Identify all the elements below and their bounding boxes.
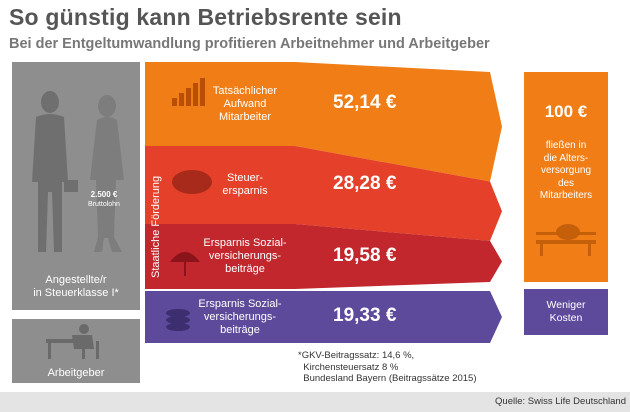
person-couple-icon xyxy=(32,91,124,252)
row-label-1-line-1: Tatsächlicher xyxy=(212,84,278,97)
bench-piggy-icon xyxy=(536,224,596,256)
row-label-2: Steuer-ersparnis xyxy=(190,172,300,198)
total-text-1: fließen in xyxy=(545,140,587,151)
total-text-5: Mitarbeiters xyxy=(539,190,593,201)
flow-band-2 xyxy=(295,146,502,241)
row-label-2-line-1: Steuer- xyxy=(226,172,264,184)
panel-gap xyxy=(140,62,145,310)
row-value-1: 52,14 € xyxy=(333,92,397,113)
gross-amount: 2.500 € xyxy=(90,190,118,199)
flow-band-3 xyxy=(295,224,502,289)
footnote: *GKV-Beitragssatz: 14,6 %, Kirchensteuer… xyxy=(298,350,477,384)
row-label-2-line-2: ersparnis xyxy=(222,185,268,197)
row-label-1: Tatsächlicher Aufwand Mitarbeiter xyxy=(190,85,300,124)
employer-panel: Arbeitgeber xyxy=(12,319,140,383)
flow-band-1 xyxy=(295,62,502,182)
employer-result-box: Weniger Kosten xyxy=(524,289,608,335)
row-label-3-line-2: versicherungs- xyxy=(208,250,282,262)
total-amount: 100 € xyxy=(544,102,588,121)
row-label-4-line-1: Ersparnis Sozial- xyxy=(198,297,282,310)
total-text-2: die Alters- xyxy=(543,152,589,164)
source-label: Quelle: Swiss Life Deutschland xyxy=(495,396,626,407)
employee-label-line2: in Steuerklasse I* xyxy=(33,287,119,299)
row-label-3-line-1: Ersparnis Sozial- xyxy=(203,237,287,249)
desk-worker-icon xyxy=(46,324,99,359)
page-subtitle: Bei der Entgeltumwandlung profitieren Ar… xyxy=(9,36,490,52)
row-label-3-line-3: beiträge xyxy=(225,263,265,275)
employer-label: Arbeitgeber xyxy=(47,367,105,379)
row-label-4: Ersparnis Sozial-versicherungs-beiträge xyxy=(185,298,295,337)
row-label-1-line-2: Aufwand xyxy=(223,97,267,110)
employee-panel: 2.500 € Bruttolohn Angestellte/r in Steu… xyxy=(12,62,140,310)
row-value-2: 28,28 € xyxy=(333,173,397,194)
row-label-4-line-2: versicherungs- xyxy=(203,310,277,323)
row-label-1-line-3: Mitarbeiter xyxy=(219,110,271,123)
employee-label-line1: Angestellte/r xyxy=(45,274,107,286)
page-title: So günstig kann Betriebsrente sein xyxy=(9,4,402,30)
row-value-4: 19,33 € xyxy=(333,305,397,326)
total-box: 100 € fließen in die Alters- versorgung … xyxy=(524,72,608,282)
row-label-4-line-3: beiträge xyxy=(220,323,260,336)
row-value-3: 19,58 € xyxy=(333,244,397,266)
total-text-4: des xyxy=(557,177,575,189)
row-label-3: Ersparnis Sozial-versicherungs-beiträge xyxy=(190,237,300,276)
employer-result-line2: Kosten xyxy=(549,312,583,324)
total-text-3: versorgung xyxy=(540,165,592,176)
employer-result-line1: Weniger xyxy=(546,299,586,311)
bottom-bar xyxy=(0,392,630,412)
state-support-label: Staatliche Förderung xyxy=(150,175,162,278)
gross-label: Bruttolohn xyxy=(88,201,120,208)
flow-band-4 xyxy=(295,291,502,343)
